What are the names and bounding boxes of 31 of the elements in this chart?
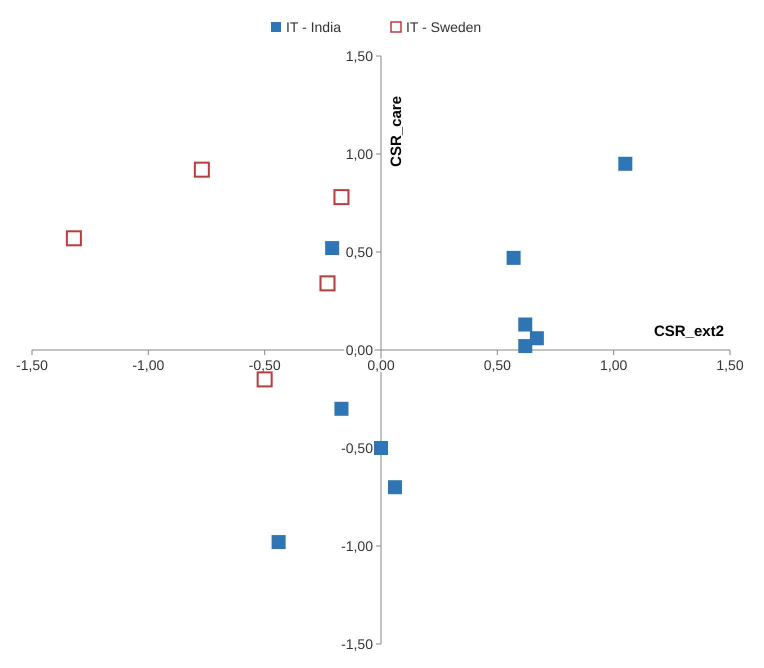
y-tick-label: 1,50 [346,48,374,64]
x-tick-label: -0,50 [248,357,281,373]
legend-label: IT - Sweden [406,19,482,35]
x-tick-label: 1,50 [716,357,744,373]
point [530,331,544,346]
y-tick-label: -0,50 [341,440,374,456]
y-tick-label: 1,00 [346,146,374,162]
point [256,371,273,388]
legend-label: IT - India [286,19,342,35]
x-axis-title: CSR_ext2 [654,323,724,340]
y-tick-label: -1,50 [341,636,374,652]
x-tick-label: -1,00 [132,357,164,373]
x-tick-label: 0,50 [484,357,512,373]
point [325,241,340,256]
point [518,339,532,354]
point [272,535,286,550]
point [618,156,632,171]
point [66,230,82,246]
x-tick-label: -1,50 [16,357,48,373]
point [374,441,388,455]
point [388,480,402,494]
y-tick-label: -1,00 [341,538,374,554]
point [194,162,210,178]
x-tick-label: 1,00 [600,357,628,373]
y-axis-title: CSR_care [388,96,405,167]
point [333,189,350,206]
point [506,250,521,265]
point [334,402,348,416]
point [319,275,336,292]
point [518,318,532,332]
y-tick-label: 0,50 [346,244,374,260]
